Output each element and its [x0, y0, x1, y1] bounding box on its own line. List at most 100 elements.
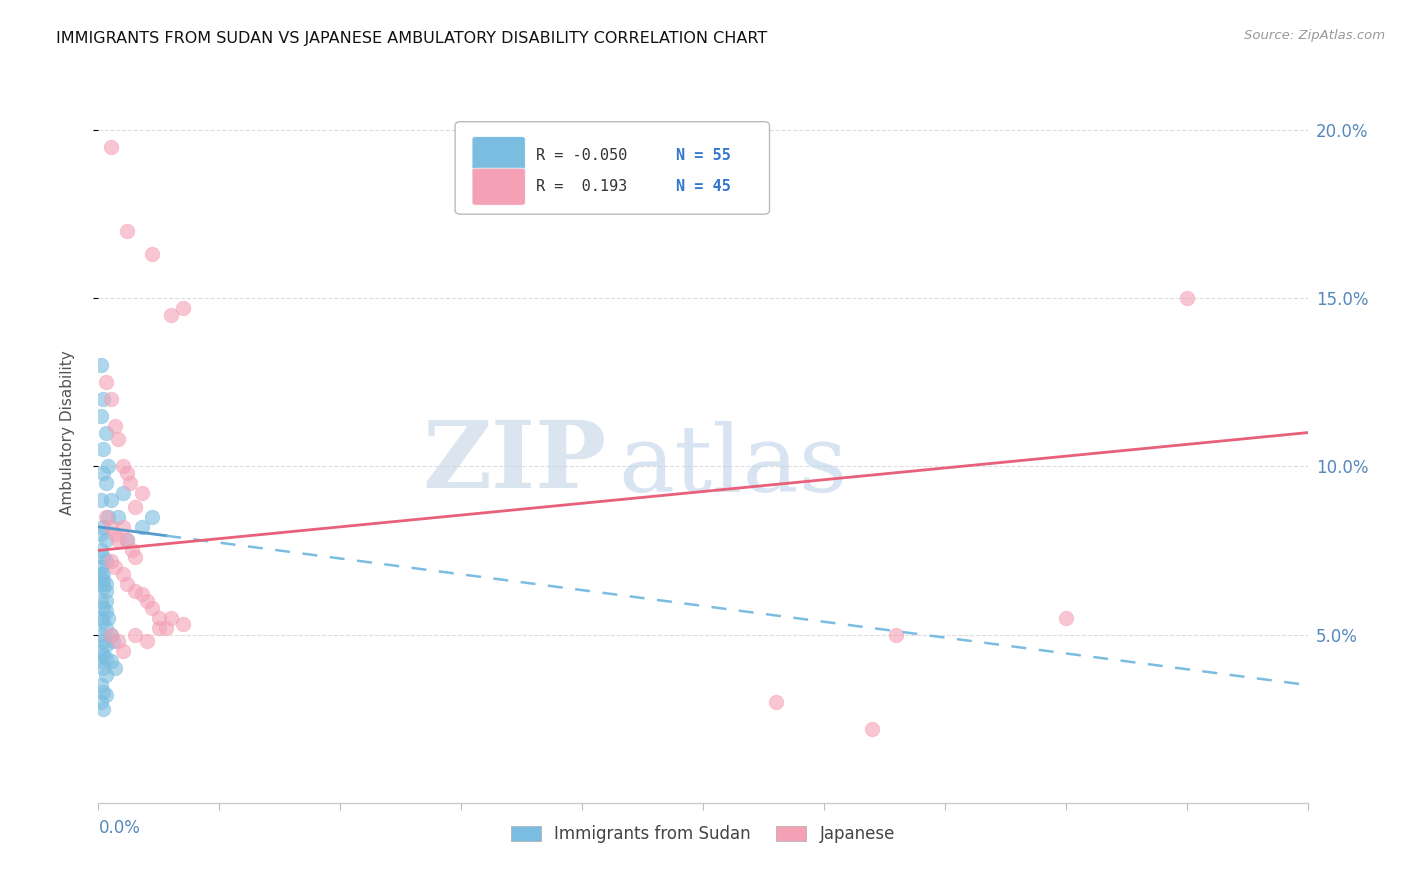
Point	[100, 553, 122, 567]
Point	[107, 433, 129, 447]
Point	[91, 574, 114, 588]
Point	[141, 600, 163, 615]
Point	[111, 644, 134, 658]
Point	[111, 486, 134, 500]
Point	[91, 634, 114, 648]
Point	[131, 486, 153, 500]
Text: N = 55: N = 55	[676, 148, 731, 162]
Point	[91, 600, 114, 615]
Point	[90, 695, 112, 709]
Point	[148, 610, 170, 624]
Point	[97, 610, 120, 624]
Point	[121, 543, 143, 558]
Point	[94, 621, 117, 635]
Point	[107, 509, 129, 524]
Point	[124, 627, 146, 641]
Point	[91, 466, 114, 480]
Point	[117, 577, 139, 591]
Point	[100, 627, 122, 641]
Point	[91, 661, 114, 675]
Text: N = 45: N = 45	[676, 179, 731, 194]
Point	[141, 247, 163, 261]
Text: R = -0.050: R = -0.050	[536, 148, 627, 162]
Point	[90, 610, 112, 624]
Point	[124, 550, 146, 565]
Point	[100, 627, 122, 641]
Point	[135, 594, 157, 608]
Point	[1175, 291, 1198, 305]
Point	[111, 459, 134, 474]
Point	[90, 644, 112, 658]
Point	[1054, 610, 1077, 624]
Point	[135, 634, 157, 648]
Point	[141, 509, 163, 524]
Point	[117, 224, 139, 238]
Point	[117, 466, 139, 480]
Point	[117, 533, 139, 548]
Point	[97, 459, 120, 474]
Point	[118, 476, 141, 491]
Point	[90, 492, 112, 507]
Point	[91, 442, 114, 457]
Point	[91, 566, 114, 581]
Point	[131, 520, 153, 534]
Point	[91, 685, 114, 699]
Point	[94, 425, 117, 440]
Point	[91, 550, 114, 565]
Point	[90, 577, 112, 591]
Point	[111, 520, 134, 534]
Y-axis label: Ambulatory Disability: Ambulatory Disability	[60, 351, 75, 515]
Point	[90, 526, 112, 541]
Text: 0.0%: 0.0%	[98, 819, 141, 837]
Point	[101, 634, 124, 648]
Point	[172, 301, 194, 315]
Point	[90, 359, 112, 373]
Text: R =  0.193: R = 0.193	[536, 179, 627, 194]
Point	[90, 543, 112, 558]
Point	[124, 583, 146, 598]
Point	[117, 533, 139, 548]
Point	[100, 392, 122, 406]
Point	[100, 655, 122, 669]
Point	[107, 634, 129, 648]
Point	[94, 476, 117, 491]
Point	[155, 621, 177, 635]
Point	[104, 661, 127, 675]
Point	[94, 651, 117, 665]
Point	[94, 533, 117, 548]
Point	[131, 587, 153, 601]
Point	[160, 610, 183, 624]
Point	[94, 583, 117, 598]
Point	[111, 566, 134, 581]
Point	[90, 594, 112, 608]
Point	[91, 520, 114, 534]
Point	[91, 648, 114, 662]
FancyBboxPatch shape	[456, 121, 769, 214]
Point	[90, 560, 112, 574]
Point	[107, 533, 129, 548]
Point	[90, 655, 112, 669]
Point	[104, 418, 127, 433]
Text: IMMIGRANTS FROM SUDAN VS JAPANESE AMBULATORY DISABILITY CORRELATION CHART: IMMIGRANTS FROM SUDAN VS JAPANESE AMBULA…	[56, 31, 768, 46]
Point	[100, 492, 122, 507]
Text: Source: ZipAtlas.com: Source: ZipAtlas.com	[1244, 29, 1385, 42]
Point	[765, 695, 787, 709]
Point	[91, 392, 114, 406]
Point	[94, 553, 117, 567]
Point	[94, 577, 117, 591]
Point	[90, 678, 112, 692]
Point	[90, 566, 112, 581]
Point	[94, 688, 117, 702]
Point	[90, 409, 112, 423]
Legend: Immigrants from Sudan, Japanese: Immigrants from Sudan, Japanese	[505, 819, 901, 850]
Point	[91, 581, 114, 595]
Point	[94, 604, 117, 618]
Point	[94, 638, 117, 652]
Point	[90, 627, 112, 641]
Point	[148, 621, 170, 635]
Text: ZIP: ZIP	[422, 417, 606, 508]
Point	[91, 614, 114, 628]
FancyBboxPatch shape	[472, 169, 526, 205]
Point	[124, 500, 146, 514]
Point	[100, 139, 122, 153]
